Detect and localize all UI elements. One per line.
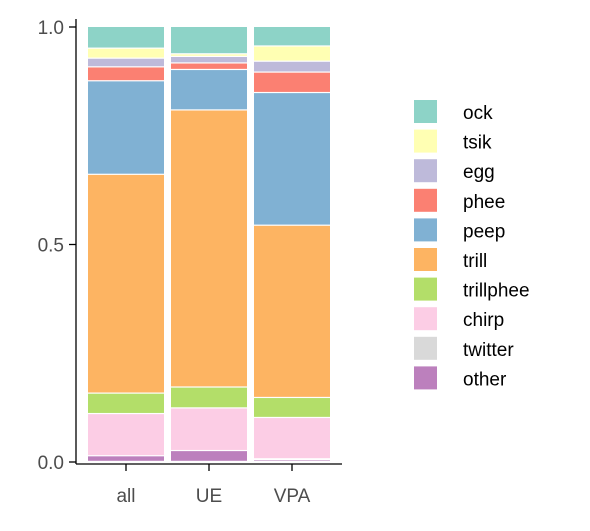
y-tick-label: 0.5 [38, 236, 64, 257]
segment-VPA-tsik [254, 46, 330, 61]
x-axis: all UE VPA [76, 463, 342, 507]
legend-label: twitter [463, 340, 514, 361]
legend: ock tsik egg phee peep trill trillphee chirp twi… [414, 100, 530, 390]
legend-item-peep: peep [414, 218, 505, 242]
segment-VPA-peep [254, 93, 330, 225]
segment-VPA-egg [254, 61, 330, 72]
legend-item-other: other [414, 366, 507, 390]
segment-UE-trill [171, 110, 247, 387]
segment-all-trill [88, 174, 164, 393]
legend-label: trill [463, 251, 487, 272]
legend-swatch [414, 336, 437, 360]
legend-item-ock: ock [414, 100, 493, 124]
legend-label: trillphee [463, 281, 530, 302]
segment-all-chirp [88, 414, 164, 456]
legend-swatch [414, 366, 437, 390]
bar-all [88, 27, 164, 461]
legend-item-egg: egg [414, 159, 495, 183]
y-axis: 0.0 0.5 1.0 [38, 18, 77, 474]
segment-UE-egg [171, 57, 247, 63]
legend-swatch [414, 218, 437, 242]
legend-item-trillphee: trillphee [414, 277, 530, 302]
y-tick-label: 1.0 [38, 18, 64, 39]
legend-item-tsik: tsik [414, 129, 492, 154]
legend-label: phee [463, 192, 505, 213]
segment-UE-other [171, 451, 247, 461]
legend-swatch [414, 307, 437, 331]
legend-swatch [414, 248, 437, 271]
segment-UE-peep [171, 70, 247, 110]
legend-label: chirp [463, 310, 504, 331]
segment-UE-ock [171, 27, 247, 54]
legend-item-trill: trill [414, 248, 487, 272]
segment-VPA-trill [254, 225, 330, 397]
segment-VPA-trillphee [254, 398, 330, 417]
segment-VPA-phee [254, 72, 330, 92]
segment-UE-phee [171, 63, 247, 69]
legend-label: tsik [463, 133, 492, 154]
segment-all-other [88, 456, 164, 461]
legend-item-phee: phee [414, 188, 505, 213]
segment-VPA-ock [254, 27, 330, 46]
segment-all-peep [88, 81, 164, 174]
bar-VPA [254, 27, 330, 461]
segment-all-egg [88, 58, 164, 67]
legend-swatch [414, 100, 437, 123]
legend-swatch [414, 188, 437, 212]
segment-all-ock [88, 27, 164, 48]
segment-UE-trillphee [171, 387, 247, 408]
x-tick-label: VPA [274, 486, 311, 507]
segment-UE-tsik [171, 54, 247, 56]
segment-all-phee [88, 67, 164, 81]
bar-UE [171, 27, 247, 461]
legend-swatch [414, 129, 437, 153]
x-tick-label: UE [196, 486, 222, 507]
segment-all-trillphee [88, 393, 164, 413]
legend-label: other [463, 369, 507, 390]
legend-item-chirp: chirp [414, 307, 504, 331]
segment-UE-chirp [171, 408, 247, 450]
segment-all-tsik [88, 48, 164, 58]
legend-label: ock [463, 103, 493, 124]
legend-label: peep [463, 221, 505, 242]
segment-VPA-chirp [254, 418, 330, 459]
legend-item-twitter: twitter [414, 336, 514, 361]
legend-swatch [414, 277, 437, 301]
legend-swatch [414, 159, 437, 183]
segment-VPA-other [254, 460, 330, 461]
y-tick-label: 0.0 [38, 453, 64, 474]
x-tick-label: all [116, 486, 135, 507]
bars-group [88, 27, 330, 461]
legend-label: egg [463, 162, 495, 183]
